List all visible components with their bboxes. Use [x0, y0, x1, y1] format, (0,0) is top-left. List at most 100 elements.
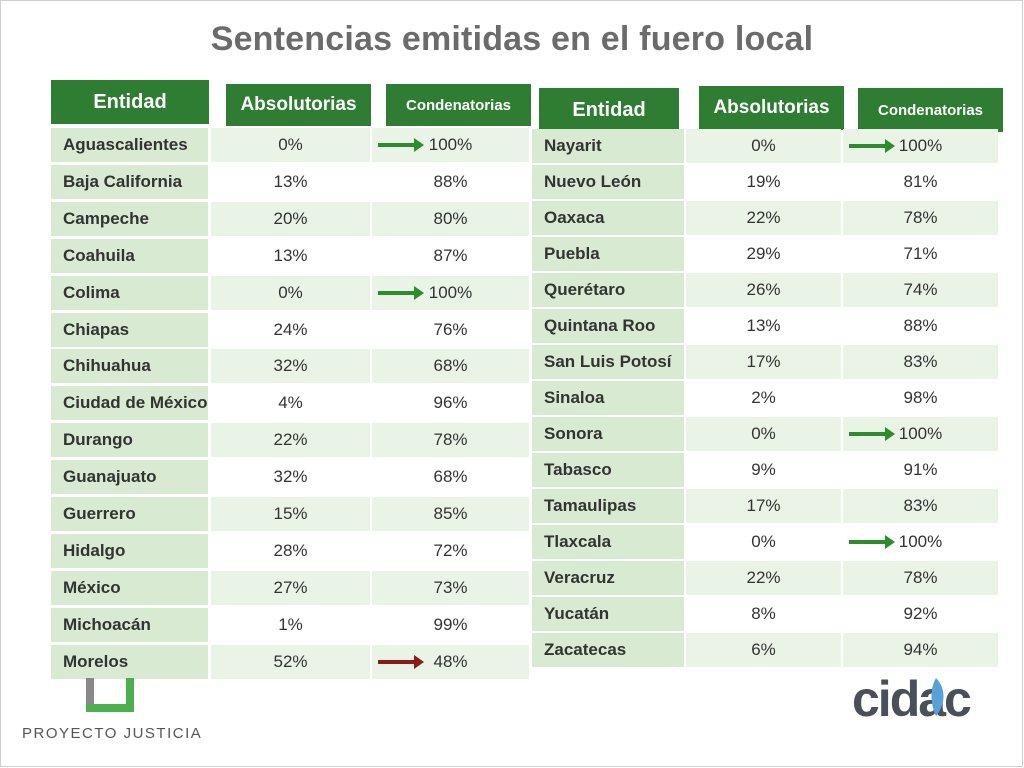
- proyecto-justicia-logo-text: PROYECTO JUSTICIA: [22, 725, 203, 742]
- condenatorias-cell: 100%: [372, 128, 529, 162]
- absolutorias-cell: 26%: [686, 273, 841, 307]
- absolutorias-cell: 0%: [686, 129, 841, 163]
- condenatorias-cell: 68%: [372, 349, 529, 384]
- green-arrow-icon: [378, 138, 424, 152]
- condenatorias-cell: 78%: [843, 561, 998, 595]
- condenatorias-cell: 87%: [433, 245, 468, 265]
- condenatorias-cell: 100%: [843, 129, 998, 163]
- condenatorias-cell: 72%: [433, 540, 468, 560]
- absolutorias-cell: 13%: [273, 245, 308, 265]
- green-arrow-icon: [849, 535, 895, 549]
- entidad-cell: Morelos: [51, 644, 208, 679]
- absolutorias-cell: 4%: [278, 393, 303, 413]
- condenatorias-cell: 99%: [433, 614, 468, 634]
- condenatorias-cell: 85%: [372, 497, 529, 531]
- entidad-cell: Guanajuato: [51, 460, 208, 495]
- left-header-condenatorias: Condenatorias: [386, 84, 531, 126]
- entidad-cell: Sinaloa: [532, 381, 684, 415]
- absolutorias-cell: 0%: [211, 128, 370, 162]
- left-header-entidad: Entidad: [51, 80, 209, 124]
- entidad-cell: Michoacán: [51, 607, 208, 642]
- absolutorias-cell: 6%: [686, 633, 841, 667]
- entidad-cell: Chiapas: [51, 312, 208, 347]
- condenatorias-cell: 80%: [372, 201, 529, 236]
- right-header-absolutorias: Absolutorias: [699, 86, 844, 130]
- absolutorias-cell: 20%: [211, 201, 370, 236]
- entidad-cell: San Luis Potosí: [532, 345, 684, 379]
- page-title: Sentencias emitidas en el fuero local: [210, 20, 814, 58]
- condenatorias-cell: 100%: [843, 417, 998, 451]
- entidad-cell: Querétaro: [532, 273, 684, 307]
- absolutorias-cell: 22%: [686, 561, 841, 595]
- absolutorias-cell: 19%: [746, 172, 781, 191]
- entidad-cell: Zacatecas: [532, 633, 684, 667]
- condenatorias-cell: 96%: [433, 393, 468, 413]
- absolutorias-cell: 29%: [746, 244, 781, 263]
- entidad-cell: Ciudad de México: [51, 386, 208, 421]
- condenatorias-cell: 76%: [433, 319, 468, 339]
- condenatorias-cell: 92%: [903, 604, 938, 623]
- absolutorias-cell: 32%: [211, 349, 370, 384]
- entidad-cell: Guerrero: [51, 497, 208, 531]
- entidad-cell: Baja California: [51, 164, 208, 199]
- entidad-cell: Tamaulipas: [532, 489, 684, 523]
- absolutorias-cell: 0%: [211, 275, 370, 310]
- condenatorias-cell: 94%: [843, 633, 998, 667]
- absolutorias-cell: 28%: [273, 540, 308, 560]
- entidad-cell: Yucatán: [532, 597, 684, 631]
- absolutorias-cell: 9%: [751, 460, 776, 479]
- condenatorias-cell: 73%: [372, 570, 529, 605]
- condenatorias-cell: 98%: [903, 388, 938, 407]
- entidad-cell: Colima: [51, 275, 208, 310]
- condenatorias-cell: 68%: [433, 467, 468, 487]
- absolutorias-cell: 1%: [278, 614, 303, 634]
- condenatorias-cell: 78%: [372, 423, 529, 458]
- red-arrow-icon: [378, 654, 424, 669]
- cidac-logo-accent-icon: [931, 678, 944, 716]
- entidad-cell: Tlaxcala: [532, 525, 684, 559]
- condenatorias-cell: 78%: [843, 201, 998, 235]
- absolutorias-cell: 27%: [211, 570, 370, 605]
- absolutorias-cell: 2%: [751, 388, 776, 407]
- green-arrow-icon: [849, 139, 895, 153]
- entidad-cell: Aguascalientes: [51, 128, 208, 162]
- entidad-cell: Nayarit: [532, 129, 684, 163]
- condenatorias-cell: 71%: [903, 244, 938, 263]
- absolutorias-cell: 13%: [746, 316, 781, 335]
- proyecto-justicia-logo-icon: [86, 678, 134, 712]
- absolutorias-cell: 22%: [686, 201, 841, 235]
- condenatorias-cell: 81%: [903, 172, 938, 191]
- green-arrow-icon: [849, 427, 895, 441]
- condenatorias-cell: 83%: [843, 489, 998, 523]
- absolutorias-cell: 17%: [686, 345, 841, 379]
- entidad-cell: Campeche: [51, 201, 208, 236]
- cidac-logo-text: cidac: [852, 671, 971, 727]
- right-header-condenatorias: Condenatorias: [858, 88, 1003, 132]
- absolutorias-cell: 32%: [273, 467, 308, 487]
- left-header-absolutorias: Absolutorias: [226, 84, 371, 126]
- condenatorias-cell: 88%: [433, 171, 468, 191]
- cidac-logo: cidac: [852, 671, 973, 727]
- entidad-cell: Puebla: [532, 237, 684, 271]
- condenatorias-cell: 83%: [843, 345, 998, 379]
- absolutorias-cell: 15%: [211, 497, 370, 531]
- entidad-cell: Quintana Roo: [532, 309, 684, 343]
- entidad-cell: Coahuila: [51, 238, 208, 273]
- entidad-cell: México: [51, 570, 208, 605]
- condenatorias-cell: 88%: [903, 316, 938, 335]
- absolutorias-cell: 8%: [751, 604, 776, 623]
- absolutorias-cell: 22%: [211, 423, 370, 458]
- entidad-cell: Tabasco: [532, 453, 684, 487]
- entidad-cell: Chihuahua: [51, 349, 208, 384]
- condenatorias-cell: 100%: [372, 275, 529, 310]
- entidad-cell: Hidalgo: [51, 533, 208, 568]
- entidad-cell: Sonora: [532, 417, 684, 451]
- entidad-cell: Veracruz: [532, 561, 684, 595]
- absolutorias-cell: 24%: [273, 319, 308, 339]
- condenatorias-cell: 91%: [903, 460, 938, 479]
- absolutorias-cell: 52%: [211, 644, 370, 679]
- entidad-cell: Durango: [51, 423, 208, 458]
- absolutorias-cell: 0%: [751, 532, 776, 551]
- condenatorias-cell: 100%: [843, 525, 998, 559]
- absolutorias-cell: 17%: [686, 489, 841, 523]
